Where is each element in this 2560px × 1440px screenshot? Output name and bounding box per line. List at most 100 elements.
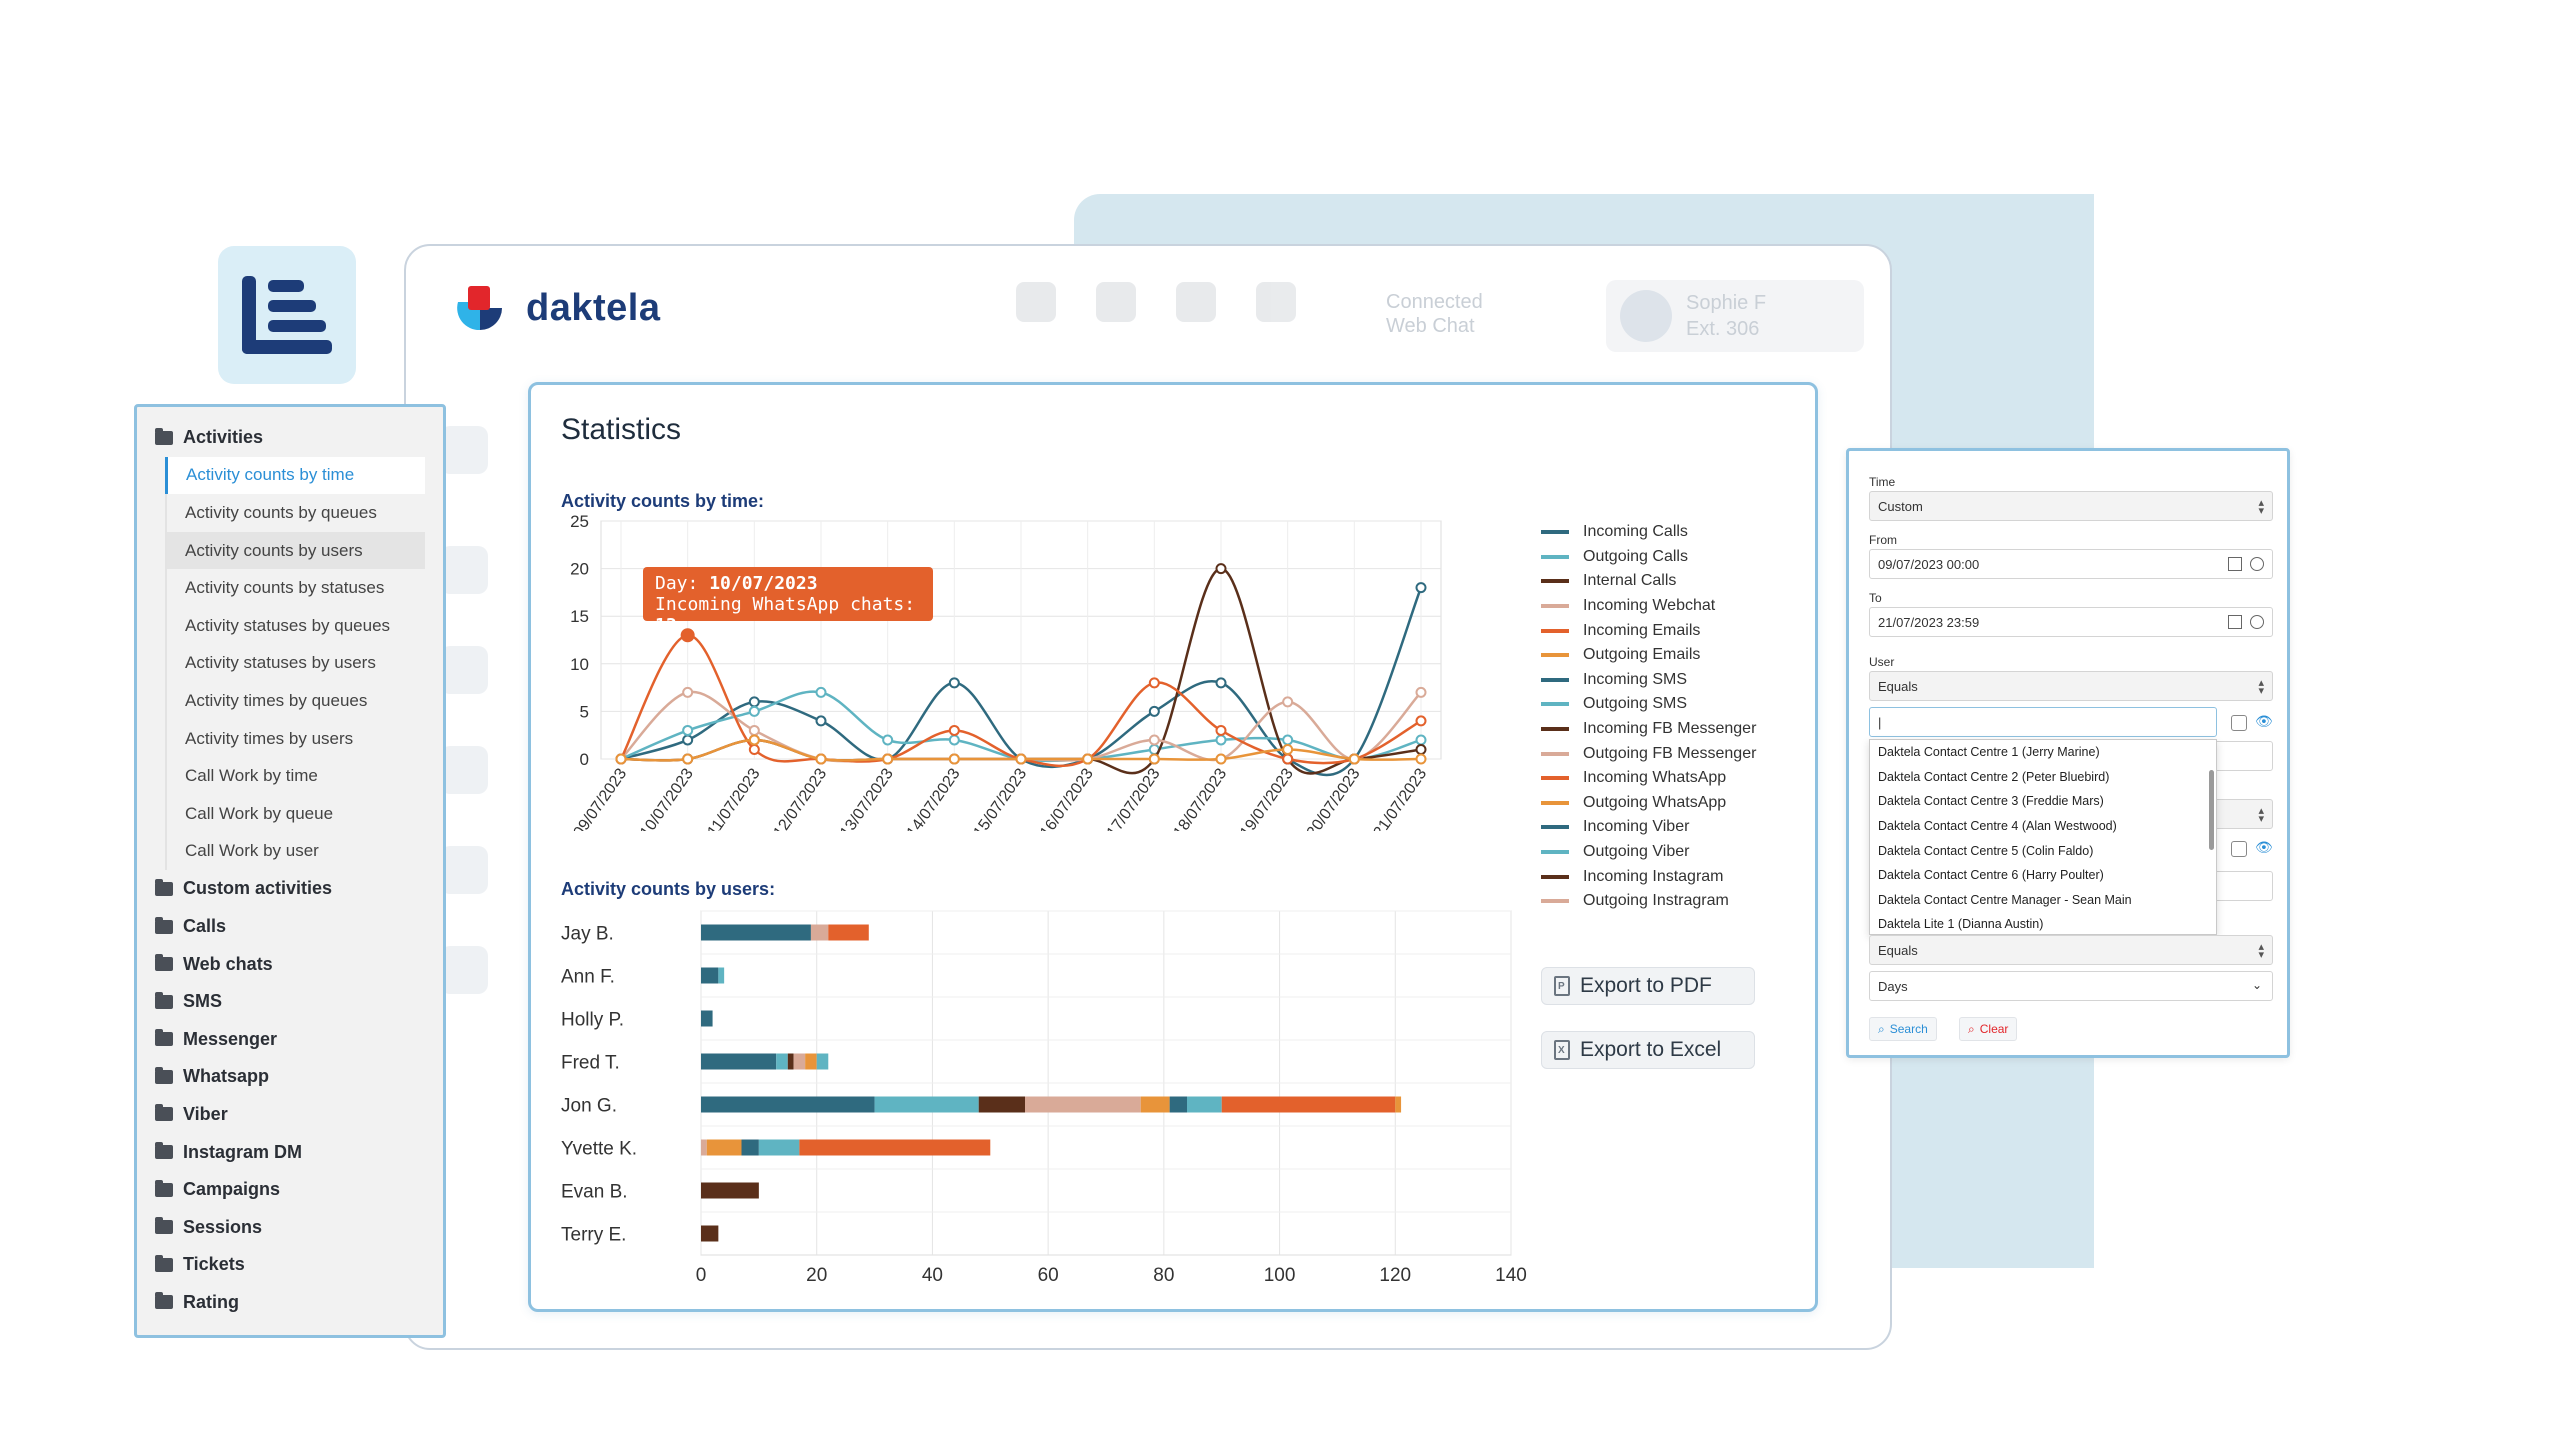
bar-segment[interactable]	[701, 1182, 759, 1199]
legend-item[interactable]: Incoming Instagram	[1541, 864, 1801, 889]
sidebar-item[interactable]: Activity statuses by users	[165, 644, 425, 683]
bar-segment[interactable]	[701, 1096, 875, 1113]
user-checkbox[interactable]	[2231, 715, 2247, 731]
legend-item[interactable]: Incoming Webchat	[1541, 594, 1801, 619]
bar-segment[interactable]	[701, 967, 719, 984]
legend-item[interactable]: Incoming SMS	[1541, 668, 1801, 693]
bar-segment[interactable]	[805, 1053, 817, 1070]
dropdown-option[interactable]: Daktela Contact Centre 4 (Alan Westwood)	[1878, 819, 2117, 834]
user-options-dropdown[interactable]: Daktela Contact Centre 1 (Jerry Marine) D…	[1869, 739, 2217, 935]
legend-item[interactable]: Outgoing Calls	[1541, 545, 1801, 570]
group-by-select[interactable]: Days ⌄	[1869, 971, 2273, 1001]
sidebar-folder[interactable]: Rating	[155, 1284, 425, 1322]
to-datetime-input[interactable]: 21/07/2023 23:59	[1869, 607, 2273, 637]
sidebar-folder[interactable]: Custom activities	[155, 870, 425, 908]
bar-segment[interactable]	[1221, 1096, 1396, 1113]
bar-segment[interactable]	[718, 967, 725, 984]
sidebar-folder[interactable]: Web chats	[155, 945, 425, 983]
sidebar-folder[interactable]: Viber	[155, 1096, 425, 1134]
dropdown-option[interactable]: Daktela Contact Centre 3 (Freddie Mars)	[1878, 794, 2104, 809]
search-icon[interactable]	[1096, 282, 1136, 322]
bar-segment[interactable]	[706, 1139, 742, 1156]
legend-item[interactable]: Outgoing Emails	[1541, 643, 1801, 668]
bar-segment[interactable]	[793, 1053, 806, 1070]
user-search-input[interactable]: |	[1869, 707, 2217, 737]
sidebar-folder[interactable]: SMS	[155, 983, 425, 1021]
sidebar-folder[interactable]: Whatsapp	[155, 1058, 425, 1096]
sidebar-item[interactable]: Activity statuses by queues	[165, 606, 425, 645]
bar-segment[interactable]	[701, 1139, 707, 1156]
stats-icon[interactable]	[440, 646, 488, 694]
sidebar-item[interactable]: Activity counts by statuses	[165, 569, 425, 607]
legend-item[interactable]: Incoming Calls	[1541, 520, 1801, 545]
clock-icon[interactable]	[2250, 615, 2264, 629]
legend-item[interactable]: Incoming Viber	[1541, 815, 1801, 840]
bar-segment[interactable]	[758, 1139, 800, 1156]
bar-segment[interactable]	[701, 1053, 777, 1070]
search-button[interactable]: ⌕ Search	[1869, 1017, 1937, 1041]
from-datetime-input[interactable]: 09/07/2023 00:00	[1869, 549, 2273, 579]
legend-item[interactable]: Outgoing SMS	[1541, 692, 1801, 717]
legend-item[interactable]: Outgoing WhatsApp	[1541, 791, 1801, 816]
sidebar-item[interactable]: Call Work by queue	[165, 794, 425, 833]
legend-item[interactable]: Outgoing Instragram	[1541, 889, 1801, 914]
legend-item[interactable]: Incoming Emails	[1541, 618, 1801, 643]
legend-item[interactable]: Outgoing FB Messenger	[1541, 741, 1801, 766]
sidebar-item[interactable]: Activity times by queues	[165, 682, 425, 720]
sidebar-item[interactable]: Activity times by users	[165, 719, 425, 758]
bar-segment[interactable]	[1025, 1096, 1141, 1113]
bar-segment[interactable]	[978, 1096, 1025, 1113]
bar-segment[interactable]	[816, 1053, 829, 1070]
scrollbar[interactable]	[2209, 770, 2214, 850]
dropdown-option[interactable]: Daktela Contact Centre 6 (Harry Poulter)	[1878, 868, 2104, 883]
calendar-icon[interactable]	[2228, 615, 2242, 629]
home-icon[interactable]	[1016, 282, 1056, 322]
second-checkbox[interactable]	[2231, 841, 2247, 857]
bar-segment[interactable]	[828, 924, 869, 941]
sidebar-folder[interactable]: Campaigns	[155, 1171, 425, 1209]
dropdown-option[interactable]: Daktela Contact Centre 1 (Jerry Marine)	[1878, 745, 2100, 760]
settings-icon[interactable]	[440, 746, 488, 794]
sidebar-folder[interactable]: Messenger	[155, 1021, 425, 1059]
sidebar-folder[interactable]: Activities	[155, 419, 425, 457]
legend-item[interactable]: Incoming FB Messenger	[1541, 717, 1801, 742]
bar-segment[interactable]	[1169, 1096, 1187, 1113]
sidebar-item[interactable]: Activity counts by queues	[165, 494, 425, 532]
time-select[interactable]: Custom ▴ ▾	[1869, 491, 2273, 521]
queue-icon[interactable]	[1256, 282, 1296, 322]
legend-item[interactable]: Internal Calls	[1541, 569, 1801, 594]
bar-segment[interactable]	[1187, 1096, 1222, 1113]
dropdown-option[interactable]: Daktela Contact Centre Manager - Sean Ma…	[1878, 892, 2132, 907]
clock-icon[interactable]	[2250, 557, 2264, 571]
bar-segment[interactable]	[701, 1225, 719, 1242]
dropdown-option[interactable]: Daktela Contact Centre 5 (Colin Faldo)	[1878, 843, 2094, 858]
legend-item[interactable]: Incoming WhatsApp	[1541, 766, 1801, 791]
calendar-icon[interactable]	[2228, 557, 2242, 571]
sidebar-item[interactable]: Call Work by user	[165, 832, 425, 871]
operator-select[interactable]: Equals ▴ ▾	[1869, 935, 2273, 965]
user-profile[interactable]: Sophie F Ext. 306	[1606, 280, 1864, 352]
user-operator-select[interactable]: Equals ▴ ▾	[1869, 671, 2273, 701]
bar-segment[interactable]	[787, 1053, 794, 1070]
sidebar-folder[interactable]: Sessions	[155, 1208, 425, 1246]
eye-icon[interactable]: 👁	[2255, 713, 2273, 729]
bar-segment[interactable]	[741, 1139, 759, 1156]
bar-segment[interactable]	[1140, 1096, 1170, 1113]
sidebar-folder[interactable]: Calls	[155, 908, 425, 946]
bar-segment[interactable]	[776, 1053, 788, 1070]
bar-segment[interactable]	[1395, 1096, 1402, 1113]
bar-segment[interactable]	[810, 924, 829, 941]
legend-item[interactable]: Outgoing Viber	[1541, 840, 1801, 865]
list-icon[interactable]	[440, 946, 488, 994]
bar-segment[interactable]	[874, 1096, 979, 1113]
dropdown-option[interactable]: Daktela Contact Centre 2 (Peter Bluebird…	[1878, 769, 2110, 784]
clear-button[interactable]: ⌕ Clear	[1959, 1017, 2018, 1041]
help-icon[interactable]	[440, 846, 488, 894]
sidebar-item[interactable]: Activity counts by time	[165, 456, 425, 495]
eye-icon[interactable]: 👁	[2255, 839, 2273, 855]
export-excel-button[interactable]: X Export to Excel	[1541, 1031, 1755, 1069]
bar-segment[interactable]	[701, 1010, 713, 1027]
phone-icon[interactable]	[440, 426, 488, 474]
export-pdf-button[interactable]: P Export to PDF	[1541, 967, 1755, 1005]
sidebar-item[interactable]: Call Work by time	[165, 757, 425, 795]
